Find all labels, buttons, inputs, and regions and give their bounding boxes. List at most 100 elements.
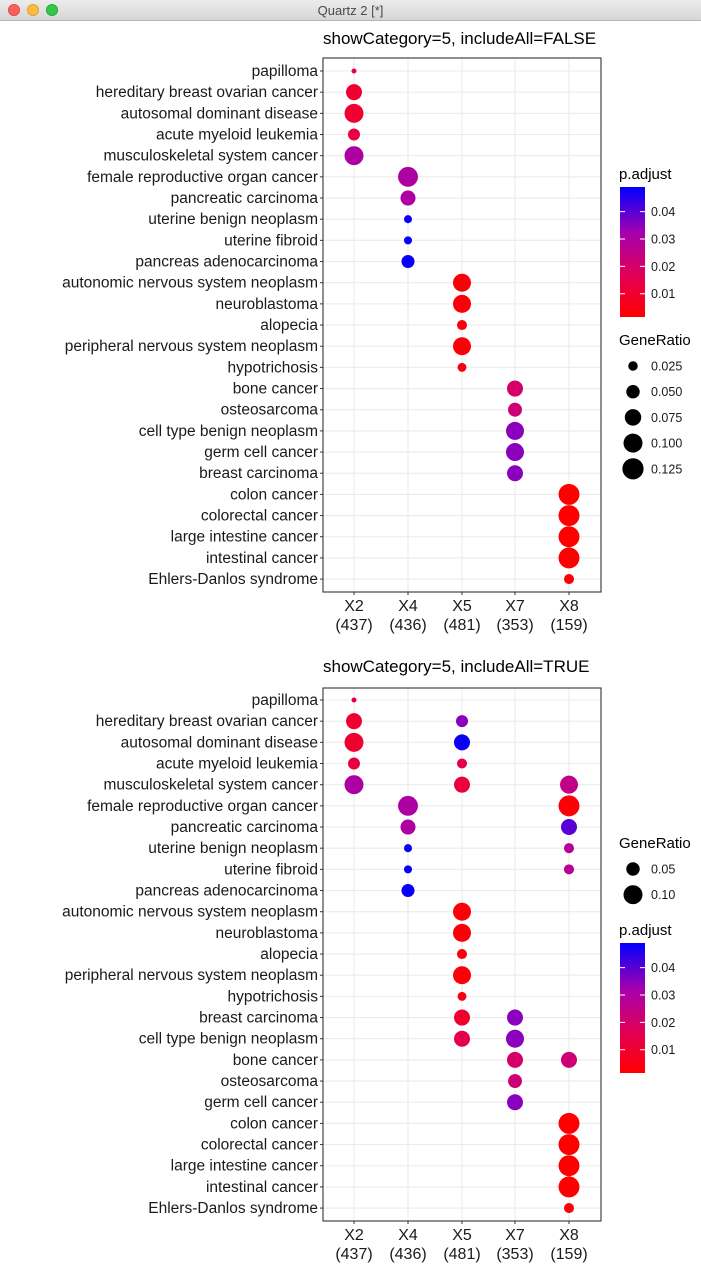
y-tick-label: colon cancer: [230, 486, 318, 503]
data-point: [348, 757, 360, 770]
data-point: [558, 1155, 580, 1177]
y-tick-label: hypotrichosis: [228, 359, 319, 376]
x-tick-count: (159): [550, 1246, 587, 1263]
data-point: [344, 732, 364, 752]
data-point: [453, 294, 471, 313]
size-legend-label: 0.10: [651, 888, 675, 902]
x-tick-count: (436): [389, 617, 426, 634]
data-point: [344, 775, 364, 795]
y-tick-label: papilloma: [252, 63, 319, 80]
y-tick-label: alopecia: [260, 317, 318, 334]
colorbar: [620, 187, 645, 317]
data-point: [398, 795, 418, 816]
data-point: [403, 844, 413, 853]
data-point: [400, 190, 416, 206]
data-point: [454, 776, 470, 793]
data-point: [563, 843, 575, 854]
y-tick-label: hereditary breast ovarian cancer: [96, 713, 318, 730]
chart-title: showCategory=5, includeAll=TRUE: [323, 657, 589, 676]
data-point: [558, 547, 580, 569]
data-point: [456, 715, 468, 728]
colorbar-tick-label: 0.02: [651, 1016, 675, 1030]
y-tick-label: colon cancer: [230, 1115, 318, 1132]
data-point: [507, 1009, 523, 1026]
data-point: [346, 713, 362, 730]
y-tick-label: bone cancer: [233, 381, 318, 398]
y-tick-label: uterine benign neoplasm: [148, 211, 318, 228]
size-legend-label: 0.05: [651, 863, 675, 877]
size-legend-title: GeneRatio: [619, 332, 691, 349]
data-point: [344, 146, 364, 166]
color-legend-title: p.adjust: [619, 922, 672, 939]
data-point: [558, 795, 580, 817]
data-point: [351, 68, 357, 74]
minimize-button[interactable]: [27, 4, 39, 16]
y-tick-label: autosomal dominant disease: [121, 105, 318, 122]
data-point: [560, 775, 578, 794]
x-tick-count: (437): [335, 1246, 372, 1263]
panel-border: [322, 57, 602, 593]
colorbar-tick-label: 0.01: [651, 1043, 675, 1057]
window-titlebar: Quartz 2 [*]: [0, 0, 701, 21]
size-legend-key: [623, 433, 643, 453]
x-tick-label: X8: [559, 1227, 579, 1244]
y-tick-label: germ cell cancer: [204, 1094, 318, 1111]
y-tick-label: female reproductive organ cancer: [87, 798, 318, 815]
y-tick-label: peripheral nervous system neoplasm: [65, 967, 318, 984]
data-point: [507, 1051, 523, 1068]
data-point: [507, 1094, 523, 1111]
y-tick-label: cell type benign neoplasm: [139, 423, 318, 440]
data-point: [507, 465, 523, 482]
data-point: [563, 864, 575, 875]
size-legend-key: [628, 361, 638, 371]
y-tick-label: autonomic nervous system neoplasm: [62, 904, 318, 921]
colorbar-tick-label: 0.03: [651, 233, 675, 247]
y-tick-label: cell type benign neoplasm: [139, 1031, 318, 1048]
x-tick-label: X2: [344, 1227, 364, 1244]
chart-title: showCategory=5, includeAll=FALSE: [323, 29, 596, 48]
close-button[interactable]: [8, 4, 20, 16]
y-tick-label: Ehlers-Danlos syndrome: [148, 571, 318, 588]
size-legend-key: [623, 885, 643, 905]
y-tick-label: large intestine cancer: [171, 529, 318, 546]
data-point: [558, 1176, 580, 1198]
y-tick-label: autonomic nervous system neoplasm: [62, 275, 318, 292]
data-point: [346, 84, 362, 101]
colorbar-tick-label: 0.04: [651, 205, 675, 219]
size-legend-key: [624, 409, 642, 426]
colorbar-tick-label: 0.03: [651, 989, 675, 1003]
data-point: [403, 865, 413, 874]
y-tick-label: germ cell cancer: [204, 444, 318, 461]
y-tick-label: autosomal dominant disease: [121, 734, 318, 751]
zoom-button[interactable]: [46, 4, 58, 16]
size-legend-title: GeneRatio: [619, 835, 691, 852]
y-tick-label: pancreas adenocarcinoma: [135, 254, 318, 271]
y-tick-label: large intestine cancer: [171, 1158, 318, 1175]
data-point: [454, 1009, 470, 1026]
y-tick-label: bone cancer: [233, 1052, 318, 1069]
y-tick-label: hereditary breast ovarian cancer: [96, 84, 318, 101]
data-point: [454, 734, 470, 751]
colorbar-tick-label: 0.04: [651, 961, 675, 975]
data-point: [561, 1051, 577, 1068]
size-legend-label: 0.125: [651, 462, 682, 476]
x-tick-count: (353): [496, 617, 533, 634]
data-point: [457, 362, 467, 372]
y-tick-label: intestinal cancer: [206, 1179, 318, 1196]
y-tick-label: colorectal cancer: [201, 508, 318, 525]
x-tick-count: (436): [389, 1246, 426, 1263]
y-tick-label: breast carcinoma: [199, 1010, 318, 1027]
y-tick-label: uterine benign neoplasm: [148, 840, 318, 857]
y-tick-label: musculoskeletal system cancer: [104, 148, 319, 165]
data-point: [453, 923, 471, 942]
data-point: [456, 320, 468, 331]
size-legend-label: 0.050: [651, 385, 682, 399]
y-tick-label: osteosarcoma: [221, 1073, 319, 1090]
chart-2: showCategory=5, includeAll=TRUEpapilloma…: [62, 657, 691, 1263]
y-tick-label: neuroblastoma: [215, 925, 318, 942]
data-point: [508, 1074, 522, 1089]
x-tick-label: X5: [452, 598, 472, 615]
data-point: [453, 966, 471, 985]
panel-border: [322, 687, 602, 1222]
y-tick-label: intestinal cancer: [206, 550, 318, 567]
